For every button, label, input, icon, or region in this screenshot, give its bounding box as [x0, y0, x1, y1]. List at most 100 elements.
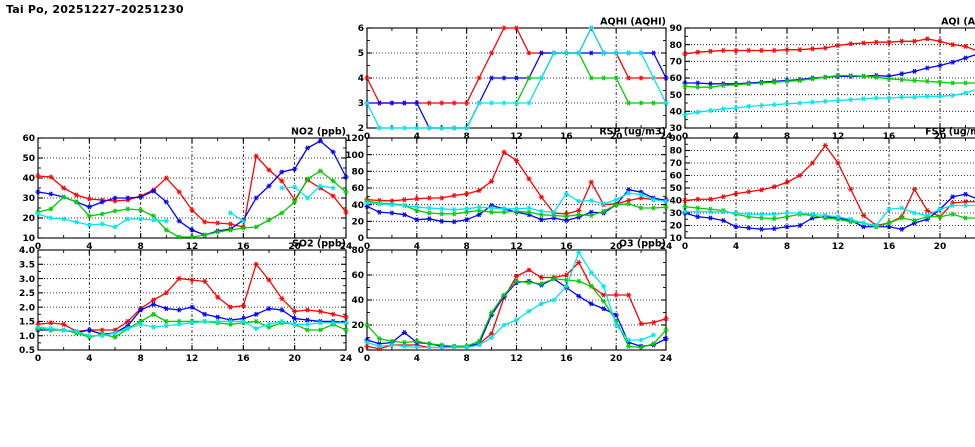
series-marker [836, 214, 840, 220]
series-marker [950, 42, 955, 48]
series-marker [452, 219, 457, 225]
y-tick-label: 20 [22, 214, 35, 224]
x-tick-label: 16 [237, 242, 250, 252]
series-marker [452, 344, 457, 351]
series-marker [564, 213, 569, 219]
y-tick-label: 80 [669, 41, 682, 51]
y-tick-label: 6 [358, 24, 364, 34]
series-marker [49, 191, 53, 197]
series-marker [344, 320, 348, 326]
aqhi-plot: 2 3 4 5 6 0 4 8 12 16 20 24 AQHI (AQHI) [358, 17, 672, 143]
series-marker [601, 306, 606, 312]
series-marker [963, 191, 968, 197]
series-marker [810, 46, 815, 52]
series-marker [899, 38, 904, 44]
series-marker [502, 100, 506, 106]
series-marker [464, 344, 469, 351]
series-marker [938, 206, 942, 212]
series-marker [228, 318, 233, 324]
series-marker [241, 303, 246, 309]
series-marker [215, 314, 220, 320]
series-marker [464, 125, 469, 131]
series-marker [527, 267, 531, 273]
series-marker [177, 189, 181, 195]
series-marker [203, 232, 207, 238]
y-tick-label: 20 [669, 222, 682, 232]
x-tick-label: 24 [340, 242, 352, 252]
series-marker [502, 206, 506, 212]
series-marker [734, 82, 738, 88]
series-marker [292, 166, 297, 172]
series-marker [100, 327, 104, 333]
y-tick-label: 5 [358, 49, 364, 59]
series-marker [164, 175, 169, 181]
series-3 [364, 276, 669, 351]
aqi-chart: 3040506070809004812162024AQI (AQI) [659, 14, 975, 142]
series-marker [925, 207, 930, 214]
series-marker [164, 227, 169, 233]
series-marker [810, 211, 815, 217]
series-marker [683, 112, 687, 118]
series-marker [589, 197, 594, 204]
series-marker [823, 212, 828, 219]
x-tick-label: 8 [464, 354, 470, 364]
series-marker [254, 311, 258, 317]
series-marker [746, 211, 751, 217]
series-marker [527, 100, 531, 106]
series-marker [49, 174, 53, 180]
series-marker [331, 185, 335, 191]
series-marker [721, 106, 726, 112]
series-marker [874, 222, 879, 229]
series-marker [87, 213, 92, 219]
series-marker [452, 192, 457, 199]
x-tick-label: 12 [510, 242, 523, 252]
series-marker [292, 321, 297, 327]
series-marker [151, 301, 156, 307]
series-marker [74, 192, 79, 198]
series-marker [439, 211, 444, 217]
series-marker [874, 74, 879, 80]
series-marker [241, 225, 246, 231]
y-tick-label: 50 [22, 154, 35, 164]
series-marker [402, 343, 407, 349]
series-marker [100, 199, 104, 205]
x-tick-label: 0 [682, 132, 688, 142]
x-tick-label: 16 [560, 242, 573, 252]
series-marker [489, 178, 494, 184]
series-marker [489, 100, 494, 106]
series-3 [682, 72, 975, 90]
series-marker [527, 176, 531, 182]
series-marker [365, 75, 369, 81]
series-marker [292, 199, 297, 205]
series-marker [848, 97, 853, 103]
series-4 [35, 183, 336, 230]
series-marker [861, 220, 866, 226]
y-tick-label: 10 [669, 234, 682, 244]
series-3 [364, 198, 669, 219]
series-marker [552, 50, 556, 56]
series-marker [614, 312, 618, 318]
series-marker [415, 125, 419, 131]
series-marker [164, 318, 169, 324]
series-marker [734, 210, 738, 216]
series-marker [74, 328, 79, 334]
series-marker [228, 221, 233, 227]
series-marker [36, 211, 40, 217]
series-marker [539, 281, 544, 287]
series-marker [126, 195, 130, 201]
series-marker [402, 202, 407, 209]
series-marker [415, 100, 419, 106]
series-marker [292, 316, 297, 322]
series-marker [576, 207, 581, 214]
series-marker [695, 84, 700, 90]
series-4 [364, 249, 657, 351]
x-tick-label: 20 [934, 242, 947, 252]
series-marker [887, 95, 891, 101]
series-marker [601, 298, 606, 304]
series-marker [439, 125, 444, 131]
series-marker [734, 224, 738, 230]
series-marker [785, 101, 789, 107]
series-marker [527, 205, 531, 211]
series-marker [797, 222, 802, 229]
series-marker [203, 219, 207, 225]
